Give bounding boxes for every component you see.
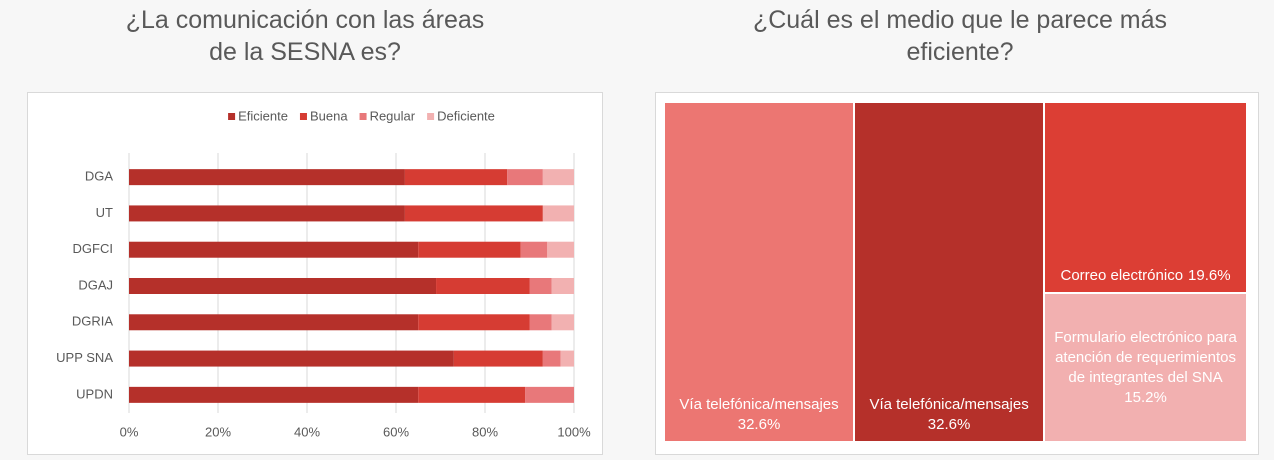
bar: [507, 169, 543, 186]
tile-label: Correo electrónico: [1060, 267, 1184, 285]
bar: [129, 350, 454, 367]
treemap: Vía telefónica/mensajes 32.6% Vía telefóni…: [665, 103, 1248, 443]
legend-label: Buena: [310, 108, 348, 123]
y-tick-label: UPDN: [76, 386, 113, 401]
y-tick-label: DGAJ: [78, 277, 113, 292]
bar: [551, 314, 574, 331]
bar: [542, 205, 574, 222]
bar: [418, 241, 521, 258]
bar: [418, 386, 526, 403]
legend-swatch: [299, 113, 307, 120]
legend-swatch: [228, 113, 236, 120]
bar: [551, 278, 574, 294]
bar: [542, 169, 574, 186]
bar: [129, 169, 405, 186]
x-tick-label: 40%: [294, 424, 320, 439]
legend-label: Eficiente: [238, 108, 288, 123]
treemap-tile: Vía telefónica/mensajes 32.6%: [665, 103, 854, 441]
x-tick-label: 60%: [383, 424, 409, 439]
y-tick-label: UT: [96, 205, 113, 220]
bar: [129, 205, 405, 222]
legend-label: Regular: [370, 108, 416, 123]
bar: [404, 169, 508, 186]
bar: [129, 314, 419, 331]
chart-title: ¿Cuál es el medio que le parece más efic…: [752, 6, 1168, 66]
x-tick-label: 0%: [120, 424, 139, 439]
bar: [560, 350, 574, 367]
bar: [436, 278, 530, 294]
bar: [129, 386, 419, 403]
tile-value: 19.6%: [1188, 267, 1231, 285]
bar: [542, 350, 561, 367]
tile-value: 15.2%: [1124, 388, 1167, 406]
tile-value: 32.6%: [927, 416, 971, 433]
bar: [404, 205, 543, 222]
bar: [529, 278, 552, 294]
chart: 0% 20% 40% 60% 80% 100% DGA UT DGFCI DGAJ DGRIA UPP…: [56, 108, 591, 439]
bar: [520, 241, 548, 258]
y-tick-label: DGA: [85, 169, 114, 184]
y-tick-label: DGFCI: [73, 241, 113, 256]
bar-panel: 0% 20% 40% 60% 80% 100% DGA UT DGFCI DGAJ DGRIA UPP…: [27, 92, 603, 455]
tile-label: Vía telefónica/mensajes: [679, 396, 839, 413]
x-tick-label: 100%: [557, 424, 591, 439]
bar: [453, 350, 543, 367]
bar: [418, 314, 530, 331]
legend-label: Deficiente: [437, 108, 495, 123]
x-tick-label: 20%: [205, 424, 231, 439]
bar: [547, 241, 574, 258]
legend-swatch: [359, 113, 367, 120]
y-tick-label: UPP SNA: [56, 350, 113, 365]
x-tick-label: 80%: [472, 424, 498, 439]
treemap-tile: Correo electrónico 19.6%: [1045, 103, 1246, 293]
tile-value: 32.6%: [737, 416, 781, 433]
tile-label: Formulario electrónico para atención de …: [1054, 328, 1237, 386]
legend-swatch: [427, 113, 435, 120]
chart-title: ¿La comunicación con las áreas de la SES…: [125, 6, 485, 66]
tile-label: Vía telefónica/mensajes: [869, 396, 1029, 413]
treemap-tile: Formulario electrónico para atención de …: [1045, 294, 1246, 441]
bar: [129, 278, 437, 294]
treemap-panel: Vía telefónica/mensajes 32.6% Vía telefóni…: [655, 92, 1259, 455]
treemap-tile: Vía telefónica/mensajes 32.6%: [855, 103, 1044, 441]
bar: [529, 314, 552, 331]
bar: [129, 241, 419, 258]
bar: [525, 386, 574, 403]
y-tick-label: DGRIA: [72, 314, 114, 329]
